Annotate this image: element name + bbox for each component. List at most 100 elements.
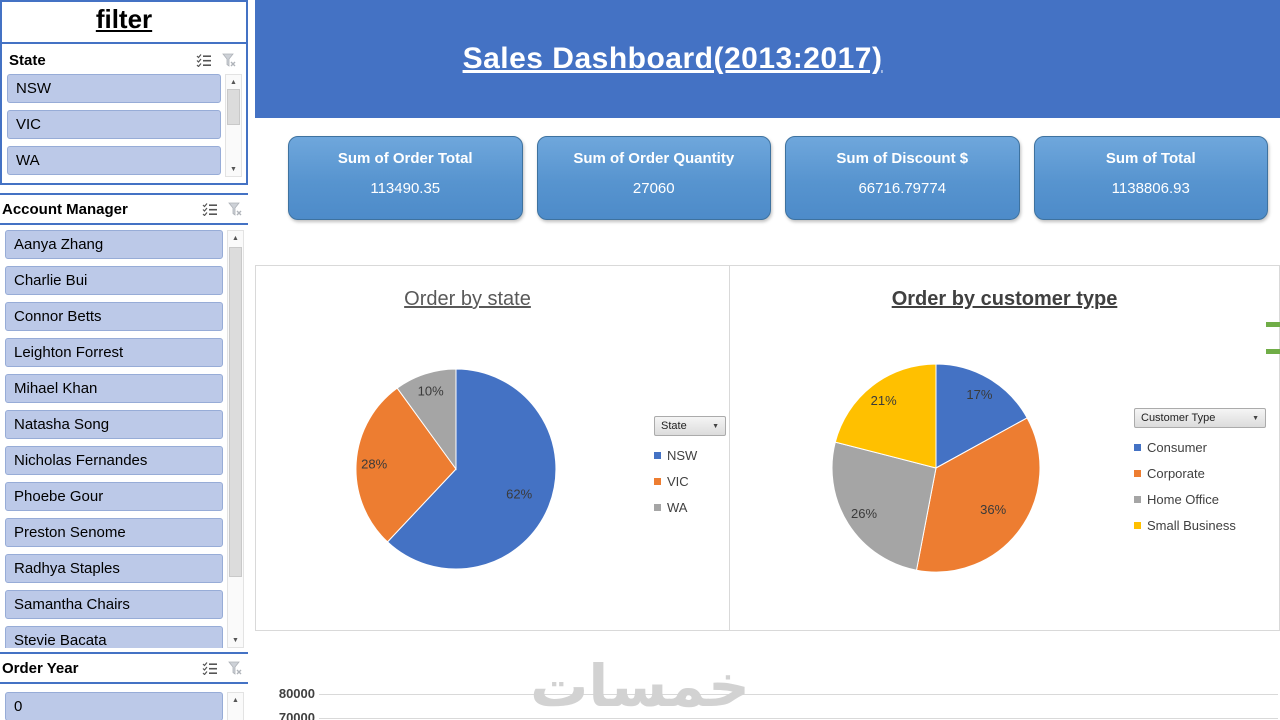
- legend-label: Home Office: [1147, 492, 1220, 507]
- pie-data-label: 21%: [871, 393, 897, 408]
- slicer-item[interactable]: Leighton Forrest: [5, 338, 223, 367]
- pie-chart-state: 62% 28% 10%: [355, 368, 557, 570]
- slicer-oy-name: Order Year: [2, 659, 79, 677]
- pie-data-label: 26%: [851, 506, 877, 521]
- order-year-scrollbar[interactable]: ▲: [227, 692, 244, 720]
- slicer-account-manager: Account Manager Aanya Zhang Charlie Bui Co…: [0, 193, 248, 648]
- legend-item-home-office: Home Office: [1134, 492, 1266, 507]
- slicer-item[interactable]: Stevie Bacata: [5, 626, 223, 648]
- legend-swatch: [654, 452, 661, 459]
- charts-row: Order by state 62% 28% 10% State ▼ NSW VIC W…: [255, 265, 1280, 631]
- legend-swatch: [1134, 496, 1141, 503]
- state-scrollbar[interactable]: ▲ ▼: [225, 74, 242, 177]
- pie-slice-small-business: [834, 363, 937, 469]
- scroll-up-icon[interactable]: ▲: [232, 696, 239, 704]
- legend-label: VIC: [667, 474, 689, 489]
- filter-title-box: filter: [0, 0, 248, 42]
- kpi-value: 66716.79774: [858, 180, 947, 197]
- pie-slice-consumer: [935, 363, 1028, 469]
- y-axis-tick: 80000: [278, 686, 315, 701]
- dropdown-icon: ▼: [712, 422, 719, 430]
- legend-label: Corporate: [1147, 466, 1205, 481]
- kpi-label: Sum of Order Total: [337, 150, 473, 167]
- slicer-item[interactable]: Mihael Khan: [5, 374, 223, 403]
- scroll-down-icon[interactable]: ▼: [230, 165, 237, 173]
- clear-filter-icon[interactable]: [218, 51, 240, 70]
- pie-data-label: 17%: [966, 387, 992, 402]
- slicer-item[interactable]: Nicholas Fernandes: [5, 446, 223, 475]
- slicer-item[interactable]: NSW: [7, 74, 221, 103]
- gridline: [319, 694, 1278, 695]
- order-year-items: 0: [5, 692, 223, 720]
- scroll-up-icon[interactable]: ▲: [230, 78, 237, 86]
- pie-data-label: 36%: [980, 502, 1006, 517]
- divider: [0, 652, 248, 654]
- legend-swatch: [654, 504, 661, 511]
- slicer-item[interactable]: Natasha Song: [5, 410, 223, 439]
- pie-slice-home-office: [831, 441, 937, 571]
- legend-items: NSW VIC WA: [654, 448, 726, 515]
- right-edge-marker: [1266, 349, 1280, 354]
- slicer-item[interactable]: VIC: [7, 110, 221, 139]
- state-field-button[interactable]: State ▼: [654, 416, 726, 436]
- multi-select-icon[interactable]: [199, 659, 221, 678]
- state-legend: State ▼ NSW VIC WA: [654, 416, 726, 515]
- customer-type-legend: Customer Type ▼ Consumer Corporate Home Of…: [1134, 408, 1266, 533]
- multi-select-icon[interactable]: [199, 200, 221, 219]
- slicer-item[interactable]: WA: [7, 146, 221, 175]
- scroll-thumb[interactable]: [227, 89, 240, 125]
- multi-select-icon[interactable]: [193, 51, 215, 70]
- account-manager-scrollbar[interactable]: ▲ ▼: [227, 230, 244, 648]
- gridline: [319, 718, 1278, 719]
- watermark: خمسات: [530, 652, 750, 720]
- clear-filter-icon[interactable]: [224, 659, 246, 678]
- scroll-up-icon[interactable]: ▲: [232, 234, 239, 242]
- legend-swatch: [654, 478, 661, 485]
- slicer-item[interactable]: Aanya Zhang: [5, 230, 223, 259]
- legend-item-consumer: Consumer: [1134, 440, 1266, 455]
- dashboard-title: Sales Dashboard(2013:2017): [462, 42, 883, 75]
- clear-filter-icon[interactable]: [224, 200, 246, 219]
- kpi-label: Sum of Discount $: [836, 150, 969, 167]
- pie-chart-customer-type: 17% 36% 26% 21%: [831, 363, 1041, 573]
- kpi-value: 1138806.93: [1111, 180, 1190, 197]
- pie-slice-nsw: [386, 368, 557, 570]
- kpi-card: Sum of Order Total 113490.35: [288, 136, 523, 220]
- slicer-item[interactable]: Charlie Bui: [5, 266, 223, 295]
- slicer-am-name: Account Manager: [2, 200, 128, 218]
- slicer-item[interactable]: Radhya Staples: [5, 554, 223, 583]
- state-items: NSW VIC WA: [7, 74, 221, 177]
- y-axis-tick: 70000: [278, 710, 315, 720]
- legend-label: NSW: [667, 448, 698, 463]
- chart-title: Order by state: [404, 288, 531, 310]
- slicer-state: State NSW VIC WA ▲ ▼: [0, 42, 248, 185]
- pie-data-label: 10%: [418, 384, 444, 399]
- slicer-item[interactable]: Preston Senome: [5, 518, 223, 547]
- pie-data-label: 28%: [361, 456, 387, 471]
- legend-swatch: [1134, 470, 1141, 477]
- customer-type-field-button[interactable]: Customer Type ▼: [1134, 408, 1266, 428]
- slicer-state-name: State: [9, 51, 46, 69]
- slicer-order-year: Order Year 0 ▲: [0, 652, 248, 720]
- scroll-thumb[interactable]: [229, 247, 242, 577]
- scroll-down-icon[interactable]: ▼: [232, 636, 239, 644]
- legend-label: Small Business: [1147, 518, 1236, 533]
- field-button-label: Customer Type: [1141, 412, 1216, 424]
- kpi-card: Sum of Discount $ 66716.79774: [785, 136, 1020, 220]
- filter-title: filter: [95, 4, 153, 34]
- legend-swatch: [1134, 444, 1141, 451]
- slicer-item[interactable]: Connor Betts: [5, 302, 223, 331]
- chart-title: Order by customer type: [891, 288, 1118, 310]
- slicer-item[interactable]: Samantha Chairs: [5, 590, 223, 619]
- legend-item-vic: VIC: [654, 474, 726, 489]
- kpi-label: Sum of Order Quantity: [573, 150, 735, 167]
- divider: [0, 223, 248, 225]
- slicer-item[interactable]: 0: [5, 692, 223, 720]
- kpi-value: 27060: [632, 180, 675, 197]
- legend-label: WA: [667, 500, 688, 515]
- legend-item-wa: WA: [654, 500, 726, 515]
- slicer-item[interactable]: Phoebe Gour: [5, 482, 223, 511]
- legend-swatch: [1134, 522, 1141, 529]
- legend-items: Consumer Corporate Home Office Small Busine…: [1134, 440, 1266, 533]
